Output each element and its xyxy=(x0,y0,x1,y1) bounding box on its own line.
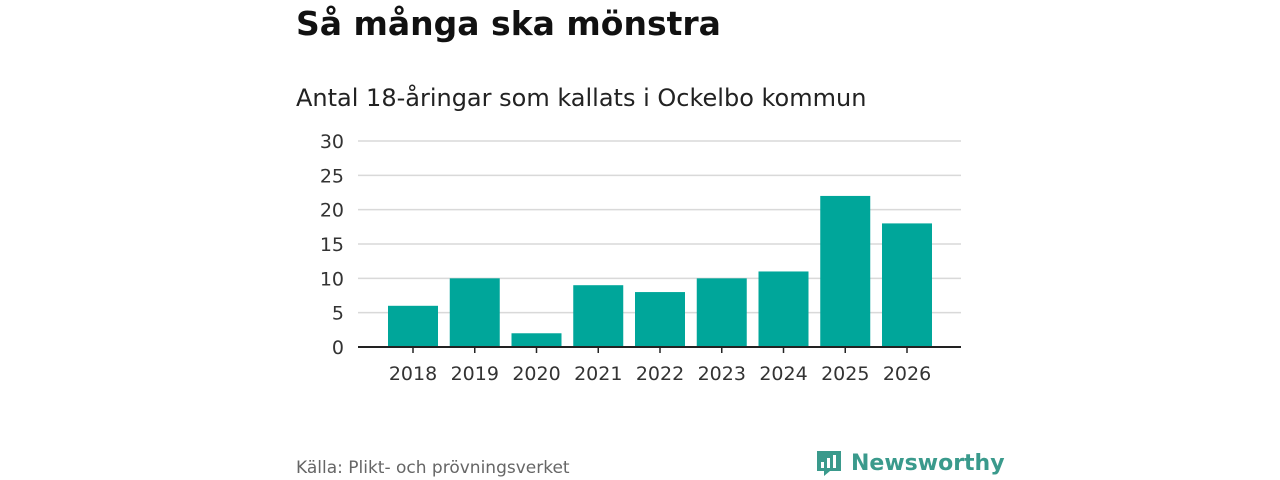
x-tick-label: 2021 xyxy=(574,363,622,385)
x-tick-label: 2022 xyxy=(636,363,684,385)
bar-2019 xyxy=(449,278,500,347)
bars xyxy=(388,195,932,347)
y-tick-label: 25 xyxy=(320,165,344,187)
newsworthy-logo-icon xyxy=(817,451,841,476)
bar-2020 xyxy=(511,333,562,347)
x-tick-label: 2020 xyxy=(512,363,560,385)
brand-name: Newsworthy xyxy=(851,450,1005,476)
x-tick-label: 2026 xyxy=(883,363,931,385)
bar-2024 xyxy=(758,271,809,347)
x-tick-label: 2023 xyxy=(698,363,746,385)
x-tick-label: 2025 xyxy=(821,363,869,385)
y-tick-label: 15 xyxy=(320,234,344,256)
bar-2025 xyxy=(820,195,871,347)
bar-2021 xyxy=(573,285,624,347)
y-tick-label: 10 xyxy=(320,268,344,290)
bar-2026 xyxy=(882,223,932,347)
gridlines xyxy=(358,140,961,314)
x-tick-label: 2024 xyxy=(759,363,807,385)
chart-subtitle: Antal 18-åringar som kallats i Ockelbo k… xyxy=(296,84,867,112)
bar-2023 xyxy=(696,278,747,347)
bar-2018 xyxy=(388,305,438,347)
source-note: Källa: Plikt- och prövningsverket xyxy=(296,458,570,478)
y-tick-label: 30 xyxy=(320,131,344,153)
y-tick-label: 20 xyxy=(320,200,344,222)
chart-title: Så många ska mönstra xyxy=(296,4,721,43)
y-tick-label: 5 xyxy=(332,303,344,325)
bar-2022 xyxy=(635,292,685,347)
y-tick-label: 0 xyxy=(332,337,344,359)
x-tick-label: 2019 xyxy=(451,363,499,385)
x-tick-label: 2018 xyxy=(389,363,437,385)
newsworthy-logo: Newsworthy xyxy=(815,446,1005,480)
